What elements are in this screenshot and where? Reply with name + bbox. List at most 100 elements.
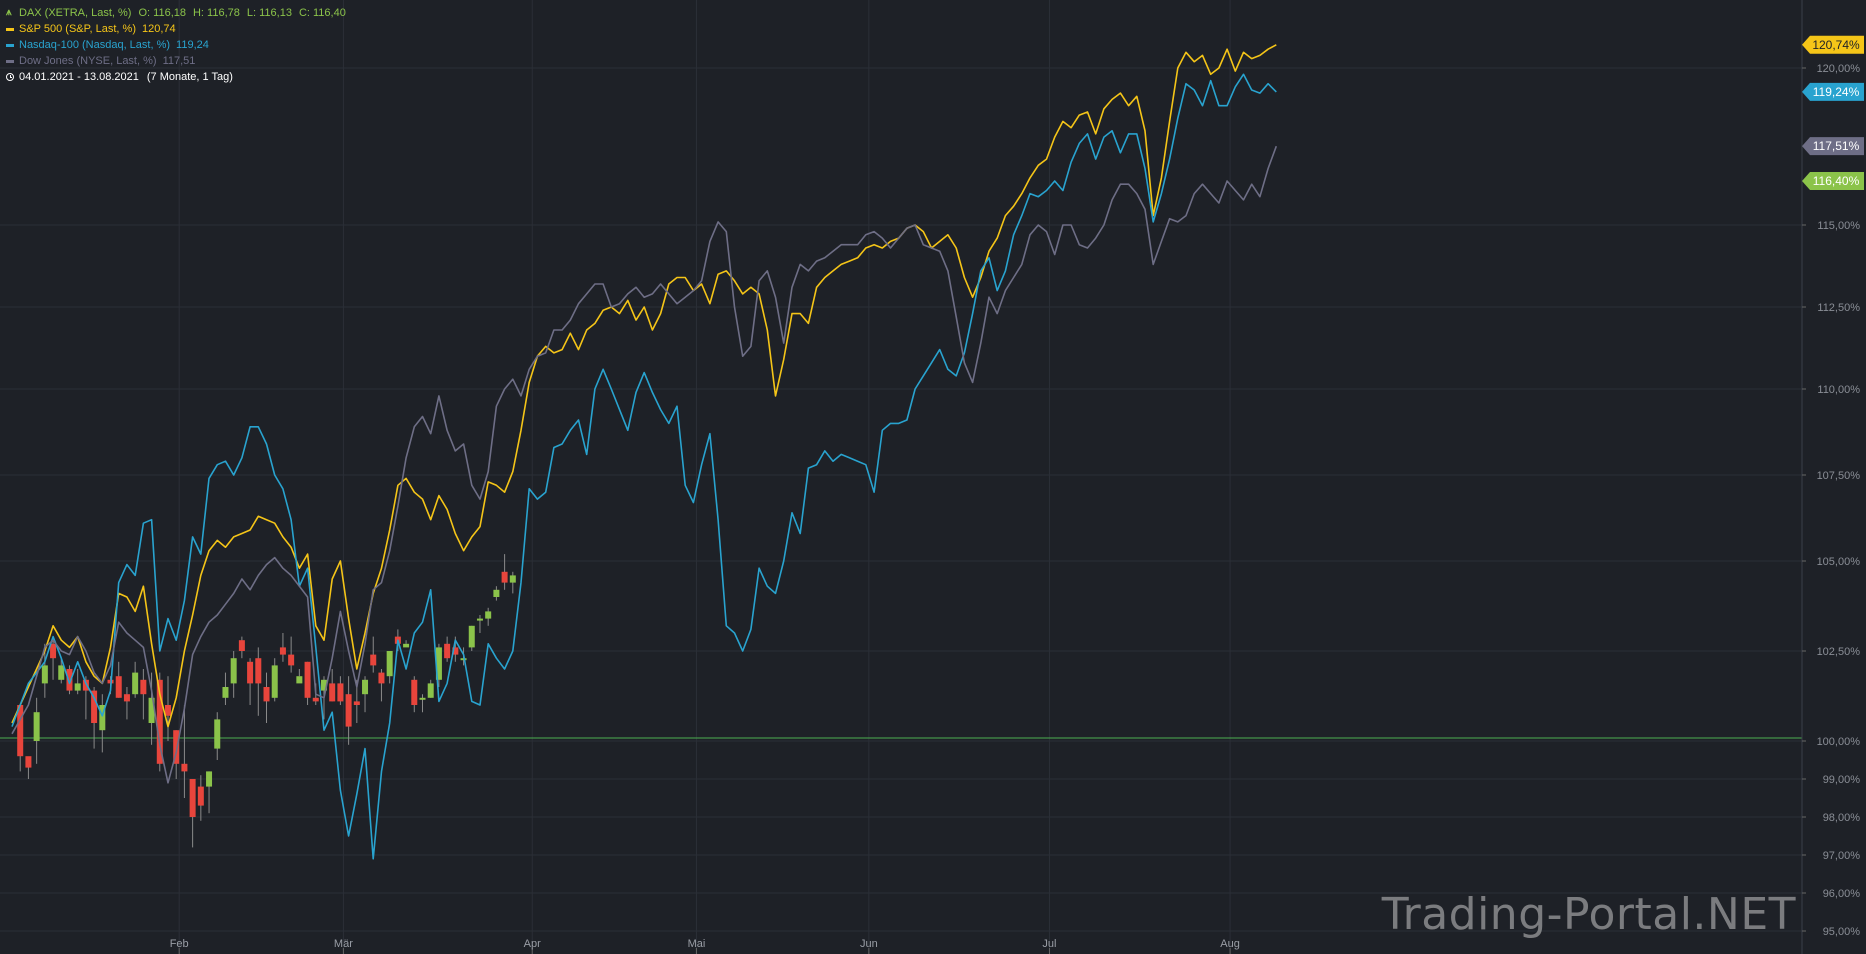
y-tick-label: 102,50%: [1817, 646, 1861, 658]
candle-body: [452, 647, 459, 655]
last-value-badge: [1802, 35, 1864, 54]
candle-body: [403, 643, 410, 648]
last-value-badge-label: 116,40%: [1813, 174, 1860, 188]
series-lines: [11, 44, 1278, 860]
dax-low: L: 116,13: [246, 7, 292, 19]
candle-body: [345, 694, 352, 727]
candle-body: [99, 705, 106, 731]
series-line-dow-jones: [11, 145, 1278, 784]
candle-body: [140, 679, 147, 695]
legend-sp500-label: S&P 500 (S&P, Last, %): [19, 23, 136, 35]
candle-body: [509, 575, 516, 583]
candle-body: [419, 697, 426, 700]
last-value-badge-label: 120,74%: [1812, 38, 1860, 52]
candle-body: [50, 643, 57, 659]
legend-nasdaq[interactable]: Nasdaq-100 (Nasdaq, Last, %) 119,24: [6, 37, 346, 53]
candle-body: [197, 786, 204, 806]
y-tick-label: 96,00%: [1823, 888, 1861, 900]
sp500-swatch-icon: [6, 27, 14, 31]
candle-body: [206, 771, 213, 787]
candle-body: [435, 647, 442, 680]
candle-body: [230, 658, 237, 684]
legend-sp500[interactable]: S&P 500 (S&P, Last, %) 120,74: [6, 21, 346, 37]
candle-body: [25, 756, 32, 768]
candle-body: [501, 571, 508, 583]
candle-body: [132, 672, 139, 695]
x-axis-labels: Feb Mär Apr Mai Jun Jul Aug: [170, 938, 1240, 954]
legend-nasdaq-label: Nasdaq-100 (Nasdaq, Last, %): [19, 39, 171, 51]
legend: ⩚ DAX (XETRA, Last, %) O: 116,18 H: 116,7…: [6, 5, 346, 85]
dax-candles: [17, 554, 516, 848]
y-tick-label: 97,00%: [1823, 850, 1861, 862]
last-value-badge: [1802, 82, 1864, 101]
y-axis-labels: 95,00% 96,00% 97,00% 98,00% 99,00% 100,00% 102…: [1802, 63, 1860, 938]
clock-icon: [6, 73, 14, 81]
candle-body: [74, 683, 81, 691]
candle-body: [411, 679, 418, 705]
series-line-s-p-500: [11, 44, 1277, 728]
candle-body: [41, 665, 48, 684]
y-tick-label: 105,00%: [1817, 556, 1861, 568]
candle-body: [337, 683, 344, 702]
candle-body: [329, 683, 336, 702]
legend-dow[interactable]: Dow Jones (NYSE, Last, %) 117,51: [6, 53, 346, 69]
candle-body: [123, 694, 130, 702]
candle-body: [353, 701, 360, 705]
candle-body: [476, 618, 483, 621]
legend-nasdaq-value: 119,24: [176, 39, 209, 51]
y-tick-label: 120,00%: [1817, 63, 1861, 75]
candle-body: [255, 658, 262, 684]
grid: [0, 0, 1802, 954]
y-tick-label: 107,50%: [1817, 470, 1861, 482]
legend-range-dates: 04.01.2021 - 13.08.2021: [19, 71, 139, 83]
candle-body: [444, 643, 451, 659]
candle-body: [320, 679, 327, 691]
last-value-badges: 120,74% 119,24% 117,51% 116,40%: [1802, 35, 1864, 191]
candle-body: [82, 679, 89, 691]
candle-body: [115, 676, 122, 698]
x-tick-label: Feb: [170, 938, 189, 950]
series-line-nasdaq-100: [11, 73, 1277, 860]
candle-body: [362, 679, 369, 695]
dow-swatch-icon: [6, 59, 14, 63]
last-value-badge: [1802, 172, 1864, 191]
candle-body: [238, 640, 245, 651]
x-tick-label: Jun: [860, 938, 878, 950]
x-tick-label: Aug: [1220, 938, 1240, 950]
candle-body: [296, 676, 303, 684]
candle-body: [460, 658, 467, 661]
x-tick-label: Mai: [688, 938, 706, 950]
candle-body: [279, 647, 286, 655]
x-tick-label: Apr: [524, 938, 541, 950]
y-tick-label: 95,00%: [1823, 926, 1861, 938]
y-tick-label: 112,50%: [1817, 302, 1860, 314]
legend-dax-label: DAX (XETRA, Last, %): [19, 7, 132, 19]
candle-body: [271, 665, 278, 698]
y-axis-panel: [1801, 0, 1866, 954]
watermark: Trading-Portal.NET: [1381, 889, 1796, 940]
dax-close: C: 116,40: [298, 7, 346, 19]
candle-body: [312, 697, 319, 702]
legend-dax[interactable]: ⩚ DAX (XETRA, Last, %) O: 116,18 H: 116,7…: [6, 5, 346, 21]
candle-body: [427, 683, 434, 698]
candle-body: [493, 589, 500, 597]
candle-body: [263, 687, 270, 702]
candle-body: [33, 712, 40, 741]
candle-body: [288, 654, 295, 666]
candle-body: [17, 705, 24, 757]
legend-range-span: (7 Monate, 1 Tag): [146, 71, 233, 83]
nasdaq-swatch-icon: [6, 43, 14, 47]
axis-background: [1802, 0, 1866, 954]
x-tick-label: Jul: [1042, 938, 1056, 950]
candle-body: [156, 679, 163, 764]
x-tick-label: Mär: [334, 938, 353, 950]
last-value-badge-label: 119,24%: [1813, 85, 1860, 99]
candle-body: [181, 763, 188, 772]
last-value-badge: [1802, 137, 1864, 156]
dax-high: H: 116,78: [192, 7, 240, 19]
legend-dow-value: 117,51: [162, 55, 196, 67]
candle-body: [164, 705, 171, 716]
candlestick-icon: ⩚: [6, 7, 12, 18]
y-tick-label: 110,00%: [1817, 384, 1860, 396]
